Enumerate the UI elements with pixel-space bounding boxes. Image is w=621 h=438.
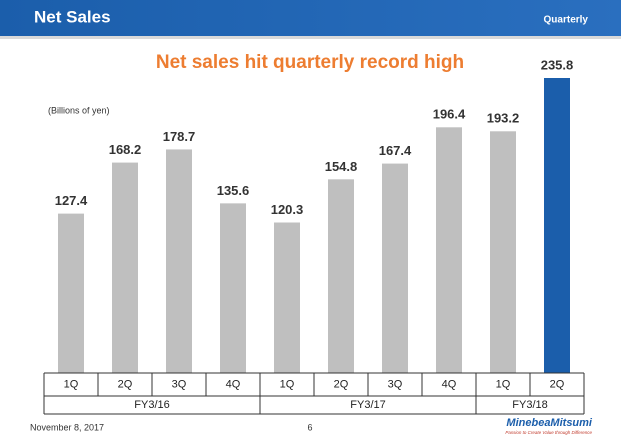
bar — [328, 179, 354, 373]
bar — [382, 163, 408, 373]
bar — [166, 149, 192, 373]
unit-label: (Billions of yen) — [48, 105, 110, 115]
data-label: 196.4 — [433, 107, 466, 122]
chart-title: Net sales hit quarterly record high — [156, 52, 464, 73]
group-label: FY3/16 — [134, 399, 169, 411]
x-tick-label: 3Q — [388, 378, 403, 390]
data-label: 178.7 — [163, 129, 196, 144]
x-tick-label: 2Q — [550, 378, 565, 390]
bar — [112, 162, 138, 373]
data-label: 193.2 — [487, 111, 520, 126]
data-label: 154.8 — [325, 159, 358, 174]
bar — [274, 222, 300, 373]
data-label: 127.4 — [55, 193, 88, 208]
bar — [220, 203, 246, 373]
x-tick-label: 2Q — [118, 378, 133, 390]
group-label: FY3/18 — [512, 399, 547, 411]
x-tick-label: 2Q — [334, 378, 349, 390]
x-tick-label: 1Q — [64, 378, 79, 390]
header-bar — [0, 0, 621, 36]
header-title: Net Sales — [34, 7, 111, 26]
data-label: 135.6 — [217, 183, 250, 198]
x-tick-label: 1Q — [280, 378, 295, 390]
bar — [58, 213, 84, 373]
bar — [490, 131, 516, 373]
data-label: 120.3 — [271, 202, 304, 217]
x-tick-label: 3Q — [172, 378, 187, 390]
x-tick-label: 4Q — [442, 378, 457, 390]
data-label: 168.2 — [109, 142, 142, 157]
x-tick-label: 4Q — [226, 378, 241, 390]
group-label: FY3/17 — [350, 399, 385, 411]
page-number: 6 — [307, 422, 312, 432]
slogan: Passion to Create Value through Differen… — [505, 430, 592, 435]
data-label: 235.8 — [541, 57, 574, 72]
x-tick-label: 1Q — [496, 378, 511, 390]
footer-date: November 8, 2017 — [30, 422, 104, 432]
bar — [544, 78, 570, 373]
brand: MinebeaMitsumi — [506, 417, 593, 429]
data-label: 167.4 — [379, 143, 412, 158]
bar — [436, 127, 462, 373]
header-tag: Quarterly — [544, 15, 589, 26]
plot: 127.4 1Q 168.2 2Q 178.7 3Q 135.6 4Q FY3/16 120.3 1… — [43, 57, 585, 415]
header-rule — [0, 36, 621, 39]
